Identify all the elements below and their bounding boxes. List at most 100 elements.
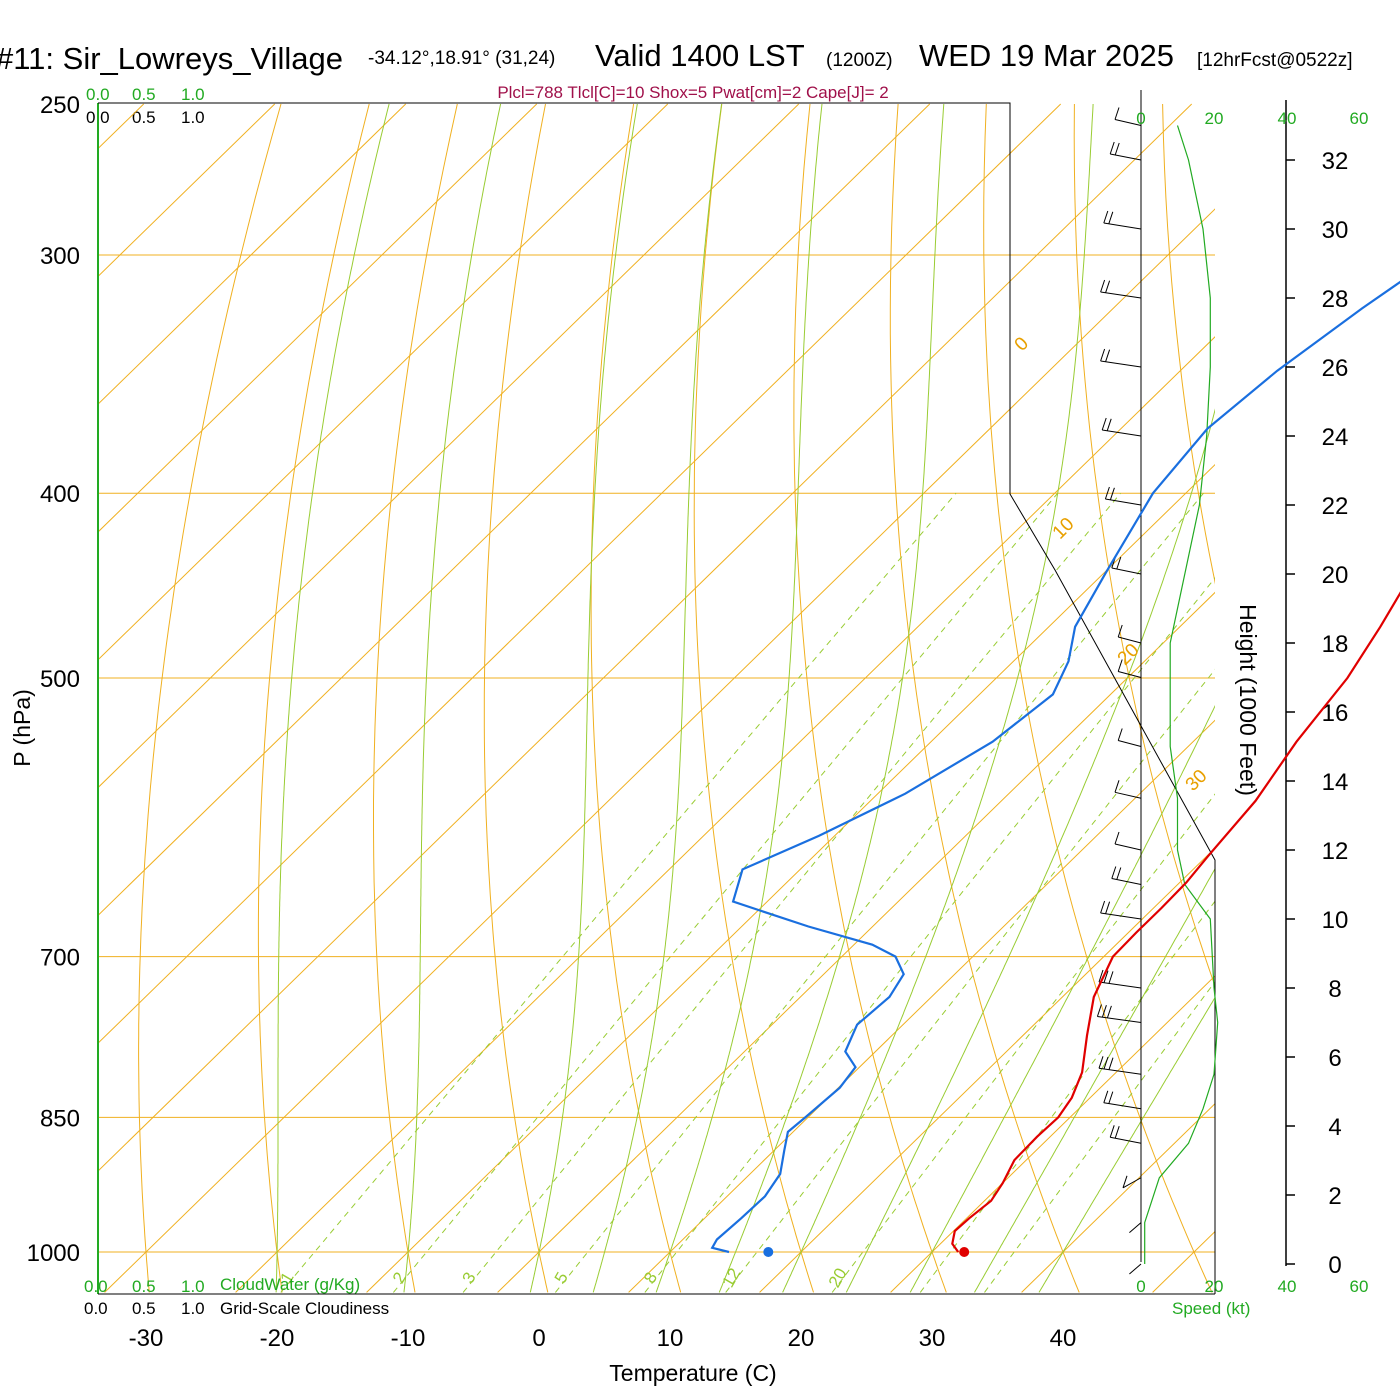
bottom-black-label-0: 0.0 [84,1299,108,1318]
dry-adiabat-50 [983,103,1213,1293]
temperature-tick--30: -30 [129,1325,164,1352]
valid-time: Valid 1400 LST [595,38,805,73]
dry-adiabat-40 [889,103,1080,1293]
isotherm--50 [98,103,1062,1044]
wind-barb-feather-16-1 [1109,487,1115,500]
isotherm--10 [366,463,1215,1293]
wind-barb-feather-18-0 [1100,348,1106,362]
isotherm-30 [890,975,1215,1293]
surface-dewpoint-marker [763,1247,774,1257]
wind-barb-8 [1100,912,1142,920]
wind-barb-22 [1114,119,1142,126]
valid-date: WED 19 Mar 2025 [919,38,1174,73]
mixing-ratio-line-2 [393,492,1059,1293]
isotherm-20 [759,847,1215,1293]
wind-barb-feather-8-0 [1100,900,1106,914]
isotherm-label-right-20: 20 [1114,640,1144,670]
dry-adiabat-10 [590,103,682,1293]
speed-bottom-tick-20: 20 [1205,1277,1224,1296]
pressure-tick-250: 250 [40,92,80,119]
height-tick-4: 4 [1328,1114,1341,1141]
pressure-tick-300: 300 [40,243,80,270]
isotherm-10 [628,719,1215,1293]
isotherm--40 [98,103,1193,1172]
wind-barb-17 [1102,429,1142,437]
wind-barb-feather-21-1 [1114,142,1120,156]
wind-barb-feather-3-1 [1114,1126,1120,1139]
isotherm-0 [497,591,1215,1293]
wind-barb-feather-14-0 [1117,624,1123,638]
mixing-ratio-label-2: 2 [389,1269,410,1287]
isotherm--70 [98,103,800,789]
dry-adiabat--10 [373,103,458,1293]
pressure-tick-1000: 1000 [27,1240,80,1267]
mixing-ratio-line-30 [919,900,1215,1293]
height-tick-8: 8 [1328,976,1341,1003]
wind-barb-feather-12-0 [1117,728,1123,741]
height-tick-6: 6 [1328,1045,1341,1072]
height-tick-20: 20 [1322,562,1349,589]
dry-adiabat-20 [693,103,814,1293]
wind-barb-feather-6-0 [1096,1004,1102,1017]
speed-top-tick-40: 40 [1278,109,1297,128]
isotherm--60 [98,103,931,917]
dry-adiabat-70 [1162,103,1215,585]
mixing-ratio-line-20 [831,793,1215,1293]
top-black-label-2: 1.0 [181,108,205,127]
moist-adiabat-25 [845,408,1215,1293]
wind-barb-feather-8-1 [1105,901,1111,914]
wind-barb-5 [1098,1067,1142,1075]
dry-adiabat--20 [257,103,370,1293]
station-coords: -34.12°,18.91° (31,24) [368,48,555,69]
wind-barb-7 [1098,981,1142,989]
mixing-ratio-line-3 [462,492,1121,1293]
wind-barb-feather-7-1 [1103,970,1109,983]
dry-adiabat--30 [138,103,282,1293]
bottom-green-label-1: 0.5 [132,1277,156,1296]
speed-bottom-tick-40: 40 [1278,1277,1297,1296]
wind-barb-feather-6-2 [1106,1005,1112,1019]
dry-adiabat-0 [483,103,549,1293]
isotherm-50 [1152,1230,1215,1293]
temperature-tick-30: 30 [919,1325,946,1352]
cloud-water-label: CloudWater (g/Kg) [220,1275,360,1294]
mixing-ratio-label-3: 3 [459,1269,480,1287]
isotherm--30 [104,208,1215,1293]
dry-adiabat-60 [1073,103,1215,988]
wind-barb-feather-20-1 [1108,211,1114,224]
wind-barb-6 [1097,1016,1142,1023]
wind-barb-feather-5-2 [1108,1057,1114,1070]
temperature-tick-0: 0 [532,1325,545,1352]
wind-barb-1 [1129,1222,1142,1233]
station-title: #11: Sir_Lowreys_Village [0,41,343,76]
isotherms [98,103,1400,1293]
isotherm-60 [1284,104,1400,1292]
top-black-scale: 0.0 0.5 1.0 [86,108,205,127]
mixing-ratio-line-1 [280,492,957,1293]
speed-bottom-tick-60: 60 [1350,1277,1369,1296]
wind-barb-10 [1114,843,1142,851]
height-tick-28: 28 [1322,286,1349,313]
wind-barb-feather-16-0 [1104,486,1110,500]
moist-adiabat-10 [655,103,823,1293]
wind-barb-9 [1111,878,1142,885]
wind-barb-0 [1129,1263,1142,1275]
wind-barb-4 [1103,1102,1142,1110]
pressure-axis: 250 300 400 500 700 850 1000 [27,92,80,1267]
top-green-label-0: 0.0 [86,85,110,104]
height-tick-2: 2 [1328,1183,1341,1210]
wind-barb-feather-13-0 [1117,659,1123,672]
wind-barb-20 [1103,222,1142,230]
wind-panel: 0 20 40 60 0 20 40 60 Speed (kt) [1096,90,1369,1318]
mixing-ratio-lines [280,492,1215,1293]
moist-adiabat-15 [718,103,945,1293]
top-green-scale: 0.0 0.5 1.0 [86,85,205,104]
wind-barb-feather-11-0 [1114,780,1120,793]
moist-adiabat-20 [782,103,1094,1293]
temperature-tick--20: -20 [260,1325,295,1352]
isotherm-label-right-0: 0 [1011,333,1033,355]
wind-barb-feather-2-0 [1122,1175,1128,1188]
isotherm--80 [98,103,669,661]
